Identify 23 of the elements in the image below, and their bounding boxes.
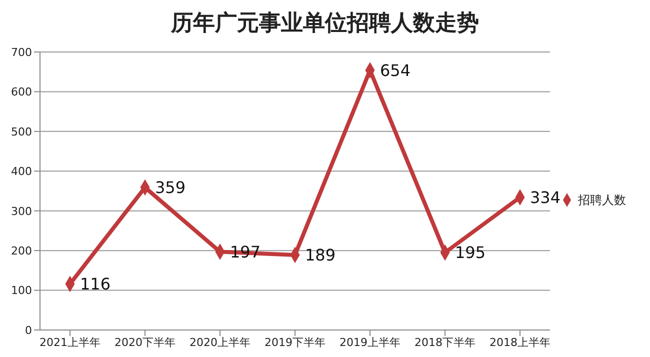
y-tick-label: 500 bbox=[11, 125, 32, 138]
y-tick-label: 200 bbox=[11, 244, 32, 258]
data-label: 334 bbox=[530, 188, 561, 208]
data-label: 195 bbox=[455, 243, 486, 262]
y-tick-label: 0 bbox=[25, 324, 32, 337]
y-tick-label: 700 bbox=[11, 46, 32, 59]
data-label: 116 bbox=[80, 274, 111, 294]
y-tick-label: 300 bbox=[11, 204, 32, 218]
legend-label: 招聘人数 bbox=[578, 192, 626, 206]
x-tick-label: 2020下半年 bbox=[114, 336, 176, 349]
y-tick-label: 600 bbox=[11, 86, 32, 99]
x-tick-label: 2018上半年 bbox=[490, 336, 550, 349]
x-tick-label: 2019上半年 bbox=[340, 336, 400, 349]
data-label: 189 bbox=[305, 246, 336, 265]
x-tick-label: 2020上半年 bbox=[190, 336, 250, 349]
data-label: 359 bbox=[155, 178, 186, 198]
y-tick-label: 100 bbox=[11, 284, 32, 298]
y-tick-label: 400 bbox=[11, 165, 32, 178]
x-tick-label: 2019下半年 bbox=[264, 336, 326, 349]
x-tick-label: 2018下半年 bbox=[414, 336, 476, 349]
data-label: 654 bbox=[380, 60, 411, 80]
x-tick-label: 2021上半年 bbox=[40, 336, 100, 349]
chart-title: 历年广元事业单位招聘人数走势 bbox=[170, 9, 480, 38]
